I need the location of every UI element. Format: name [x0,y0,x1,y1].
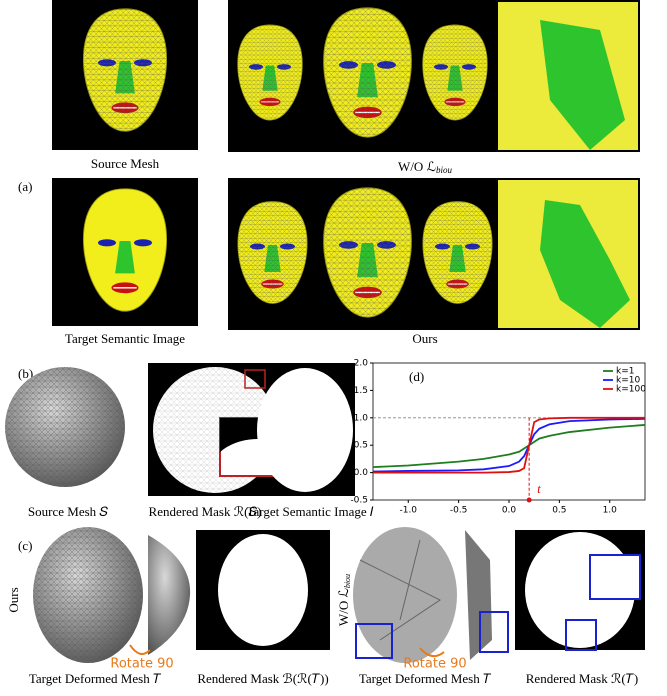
caption: Source Mesh 𝑆 [28,504,108,519]
panel-label: (c) [18,538,32,553]
mask [257,368,353,492]
row-label: W/O ℒbiou [336,574,352,626]
caption: W/O ℒbiou [398,159,452,175]
y-tick-label: -0.5 [350,496,368,506]
threshold-label: t [537,481,541,496]
rotate-label: Rotate 90 [403,657,466,672]
caption: W/O ℒ [398,159,436,174]
legend-label: k=100 [616,385,646,395]
sphere-mesh [5,367,125,487]
row-label: Ours [6,587,21,612]
y-tick-label: 0.5 [354,441,368,451]
y-tick-label: 1.0 [354,413,369,423]
subscript: biou [436,165,453,175]
x-tick-label: 1.0 [603,506,618,516]
rotate-label: Rotate 90 [110,657,173,672]
threshold-point [527,498,532,503]
x-tick-label: -1.0 [399,506,417,516]
caption: Source Mesh [91,156,160,171]
side-view [148,535,190,655]
caption: Target Semantic Image [65,331,185,346]
ellipsoid-mesh [33,527,143,663]
side-view [465,530,492,660]
caption: Rendered Mask ℬ(ℛ(𝑇)) [197,671,328,686]
x-tick-label: 0.0 [502,506,517,516]
y-tick-label: 1.5 [354,386,368,396]
rotate-arrow [130,645,150,654]
x-tick-label: 0.5 [552,506,566,516]
caption: Target Deformed Mesh 𝑇 [29,671,162,686]
caption: Ours [412,331,437,346]
x-tick-label: -0.5 [450,506,468,516]
caption: Target Deformed Mesh 𝑇 [359,671,492,686]
caption: Rendered Mask ℛ(𝑇) [526,671,638,686]
mask [218,534,308,646]
zoom-box [590,555,640,599]
figure: Source Mesh W/O ℒbiou (a) Target Semanti… [0,0,667,696]
panel-label: (a) [18,179,32,194]
ellipsoid [353,527,457,663]
caption: Target Semantic Image 𝐼 [247,504,374,519]
panel-label: (d) [409,369,424,384]
caption: Rendered Mask ℛ(𝑆) [149,504,262,519]
subscript: biou [343,574,352,588]
y-tick-label: 0.0 [354,468,369,478]
row-label: W/O ℒ [336,588,351,626]
y-tick-label: 2.0 [354,359,369,369]
